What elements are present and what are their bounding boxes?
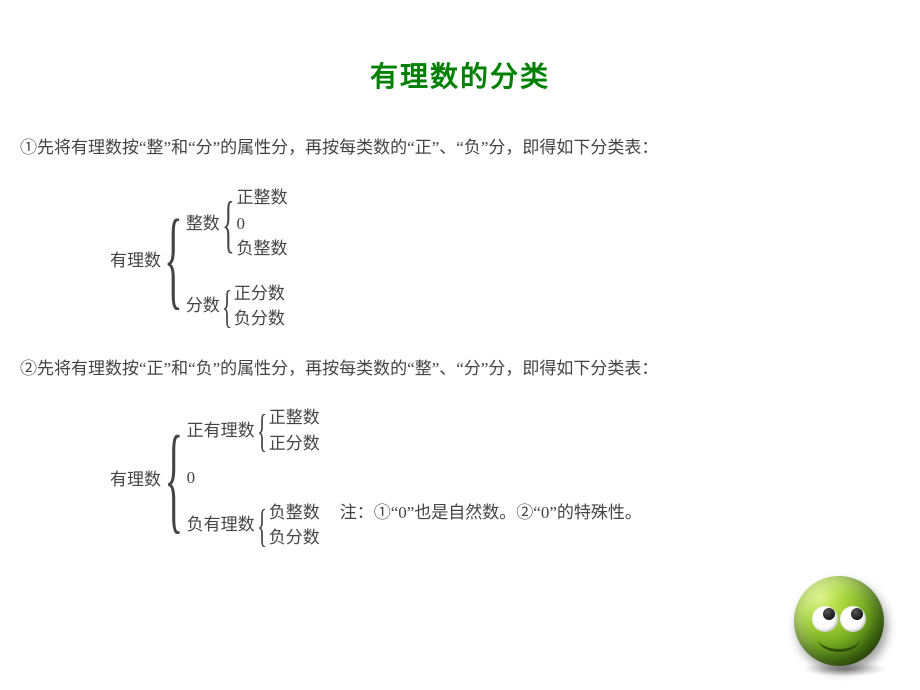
brace-icon: { [222,176,234,272]
class1-branch-1-items: 正分数 负分数 [234,281,285,332]
list-item: 正整数 [269,405,320,431]
brace-icon: { [165,409,183,547]
classification-2: 有理数 { 正有理数 { 正整数 正分数 0 负有理数 { 负整数 负分数 注：… [110,396,920,560]
class2-branch-2-items: 负整数 负分数 [269,500,320,551]
page-title: 有理数的分类 [0,0,920,135]
paragraph-2: ②先将有理数按“正”和“负”的属性分，再按每类数的“整”、“分”分，即得如下分类… [0,356,920,382]
list-item: 0 [237,211,288,237]
emoji-pupil [823,608,835,620]
list-item: 负分数 [269,525,320,551]
emoji-eye-right [840,606,866,632]
list-item: 负整数 [269,500,320,526]
list-item: 正分数 [269,431,320,457]
brace-icon: { [222,272,232,341]
class2-branch-0-label: 正有理数 [187,418,255,444]
emoji-face [794,576,884,666]
class2-branch-1-label: 0 [187,465,196,491]
class2-branch-positive: 正有理数 { 正整数 正分数 [187,396,320,465]
emoji-pupil [851,608,863,620]
class2-branch-2-label: 负有理数 [187,512,255,538]
class1-branch-integers: 整数 { 正整数 0 负整数 [186,176,288,272]
brace-icon: { [257,491,267,560]
page-title-text: 有理数的分类 [370,62,550,93]
class1-branch-fractions: 分数 { 正分数 负分数 [186,272,288,341]
class1-branch-1-label: 分数 [186,293,220,319]
class2-level1: 正有理数 { 正整数 正分数 0 负有理数 { 负整数 负分数 [187,396,320,560]
class2-branch-negative: 负有理数 { 负整数 负分数 [187,491,320,560]
paragraph-1: ①先将有理数按“整”和“分”的属性分，再按每类数的“正”、“负”分，即得如下分类… [0,135,920,161]
list-item: 负整数 [237,236,288,262]
class2-branch-zero: 0 [187,465,320,491]
class2-root: 有理数 [110,465,161,490]
list-item: 正整数 [237,185,288,211]
smiley-emoji-icon [794,576,890,672]
class1-branch-0-label: 整数 [186,211,220,237]
emoji-mouth [818,634,860,652]
class1-level1: 整数 { 正整数 0 负整数 分数 { 正分数 负分数 [186,176,288,341]
classification-1: 有理数 { 整数 { 正整数 0 负整数 分数 { 正分数 负分数 [110,176,920,341]
note-text: 注：①“0”也是自然数。②“0”的特殊性。 [340,498,642,523]
list-item: 负分数 [234,306,285,332]
emoji-eye-left [812,606,838,632]
class1-root: 有理数 [110,246,161,271]
brace-icon: { [257,396,267,465]
brace-icon: { [164,195,182,322]
class1-branch-0-items: 正整数 0 负整数 [237,185,288,262]
class2-branch-0-items: 正整数 正分数 [269,405,320,456]
list-item: 正分数 [234,281,285,307]
